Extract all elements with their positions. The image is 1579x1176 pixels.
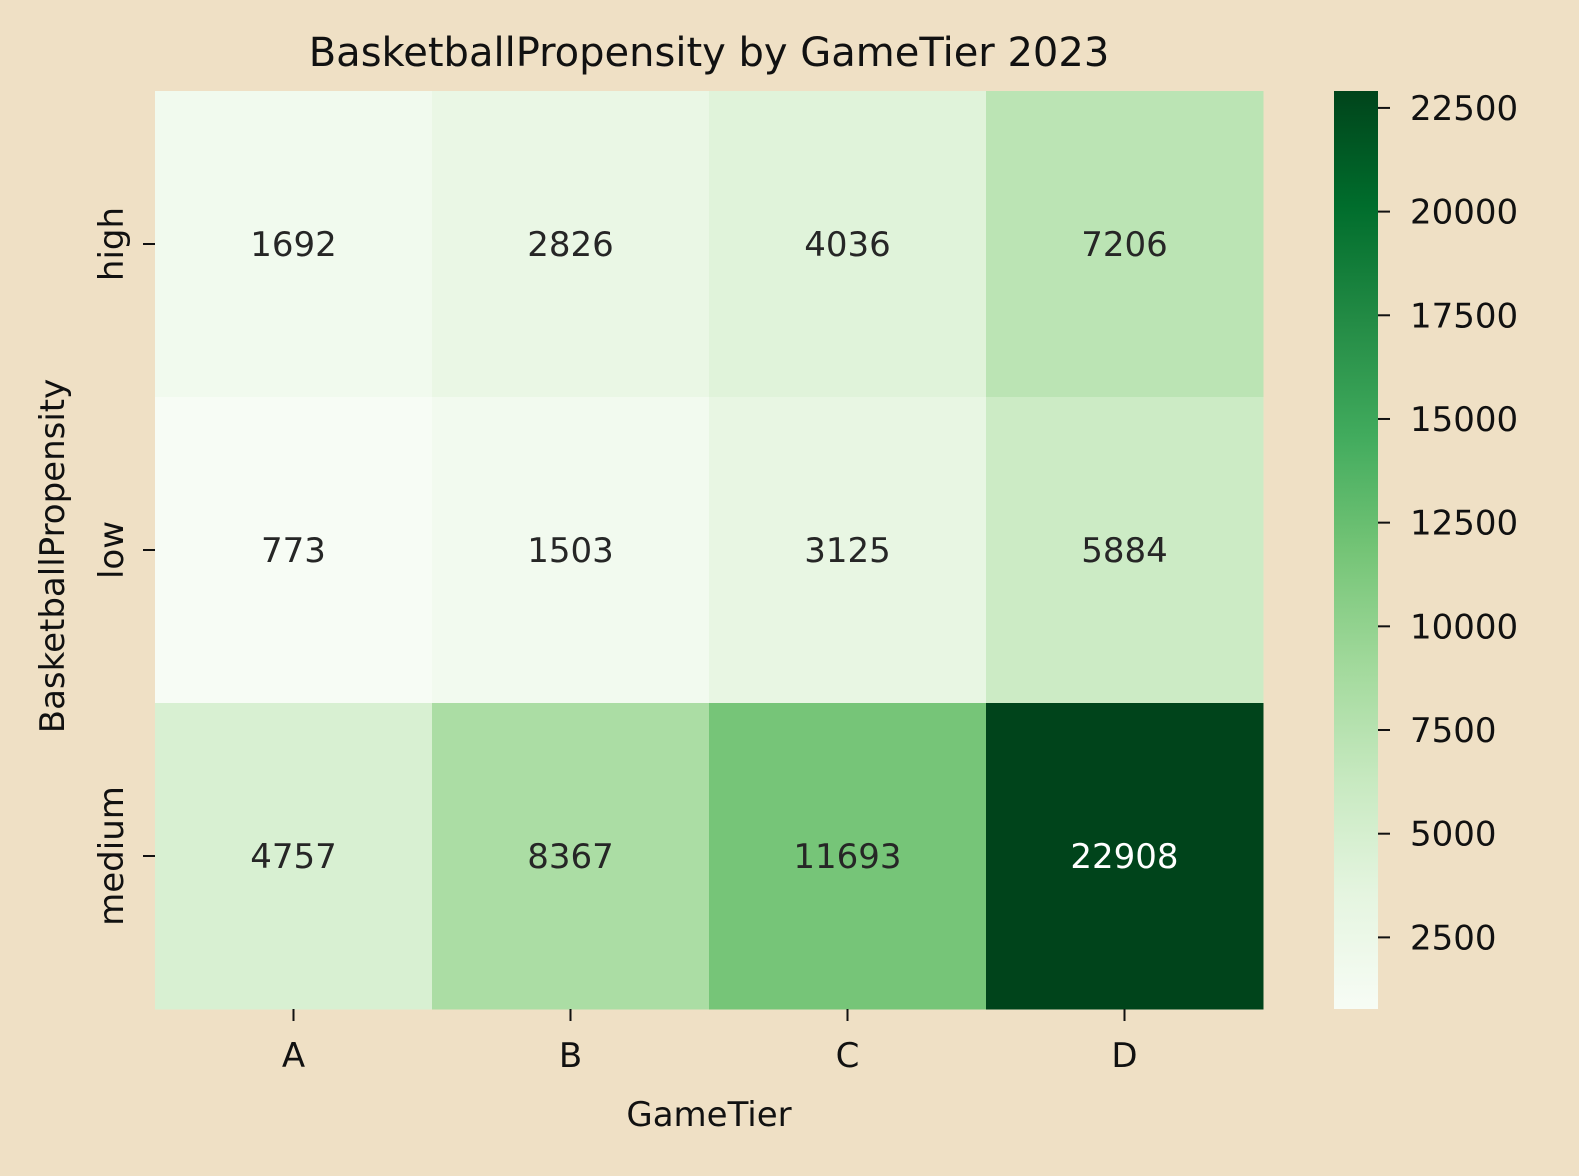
cell-value-label: 3125 — [804, 531, 891, 571]
colorbar-tick-label: 10000 — [1410, 607, 1518, 647]
cell-value-label: 11693 — [793, 837, 901, 877]
cell-value-label: 2826 — [527, 225, 614, 265]
x-tick-label: B — [559, 1036, 582, 1076]
heatmap-cell-labels: 1692 2826 4036 7206 773 1503 3125 5884 4757 8367 1… — [250, 225, 1178, 877]
heatmap-cell — [709, 91, 987, 398]
cell-value-label: 5884 — [1081, 531, 1168, 571]
cell-value-label: 1503 — [527, 531, 614, 571]
cell-value-label: 773 — [261, 531, 326, 571]
heatmap-cell — [432, 397, 710, 704]
cell-value-label: 4757 — [250, 837, 337, 877]
x-tick-label: D — [1111, 1036, 1137, 1076]
x-axis-label: GameTier — [626, 1095, 791, 1135]
colorbar-tick-label: 15000 — [1410, 400, 1518, 440]
y-axis-label: BasketballPropensity — [33, 379, 73, 734]
colorbar-tick-label: 2500 — [1410, 918, 1497, 958]
heatmap-cell — [432, 91, 710, 398]
heatmap-cell — [155, 703, 433, 1010]
x-tick-label: A — [282, 1036, 305, 1076]
y-axis-ticks: high low medium — [92, 207, 155, 926]
y-tick-label: high — [92, 207, 132, 281]
cell-value-label: 7206 — [1081, 225, 1168, 265]
x-tick-label: C — [836, 1036, 860, 1076]
colorbar — [1334, 91, 1378, 1009]
heatmap-cell — [986, 397, 1264, 704]
y-tick-label: medium — [92, 786, 132, 926]
heatmap-cell — [709, 703, 987, 1010]
cell-value-label: 4036 — [804, 225, 891, 265]
heatmap-cell — [709, 397, 987, 704]
colorbar-tick-label: 5000 — [1410, 815, 1497, 855]
colorbar-tick-label: 7500 — [1410, 711, 1497, 751]
heatmap-cells — [155, 91, 1264, 1010]
colorbar-tick-label: 20000 — [1410, 193, 1518, 233]
heatmap-cell — [432, 703, 710, 1010]
heatmap-cell — [155, 397, 433, 704]
cell-value-label: 8367 — [527, 837, 614, 877]
colorbar-tick-label: 12500 — [1410, 504, 1518, 544]
x-axis-ticks: A B C D — [282, 1009, 1138, 1076]
heatmap-cell — [986, 91, 1264, 398]
cell-value-label: 1692 — [250, 225, 337, 265]
y-tick-label: low — [92, 521, 132, 579]
colorbar-tick-label: 22500 — [1410, 89, 1518, 129]
heatmap-cell — [155, 91, 433, 398]
cell-value-label: 22908 — [1070, 837, 1178, 877]
colorbar-ticks: 2500 5000 7500 10000 12500 15000 17500 20000 225… — [1378, 89, 1518, 958]
colorbar-tick-label: 17500 — [1410, 296, 1518, 336]
heatmap-cell — [986, 703, 1264, 1010]
chart-title: BasketballPropensity by GameTier 2023 — [309, 30, 1110, 76]
